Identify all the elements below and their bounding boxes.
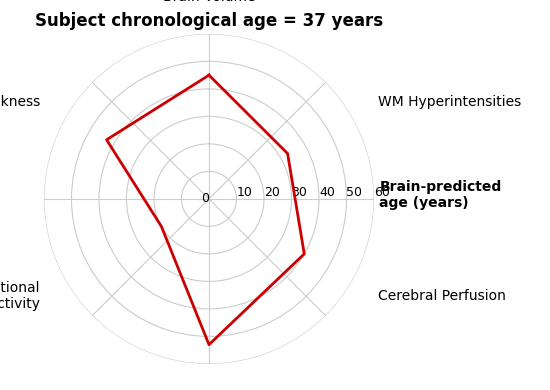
Text: Cerebral Perfusion: Cerebral Perfusion bbox=[378, 289, 505, 303]
Text: Brain-predicted
age (years): Brain-predicted age (years) bbox=[379, 180, 502, 210]
Text: Functional
connectivity: Functional connectivity bbox=[0, 281, 40, 311]
Text: WM Hyperintensities: WM Hyperintensities bbox=[378, 94, 521, 108]
Text: Subject chronological age = 37 years: Subject chronological age = 37 years bbox=[35, 12, 383, 30]
Text: Brain Volume: Brain Volume bbox=[163, 0, 255, 4]
Text: Cortical Thickness: Cortical Thickness bbox=[0, 94, 40, 108]
Text: 0: 0 bbox=[201, 192, 209, 206]
